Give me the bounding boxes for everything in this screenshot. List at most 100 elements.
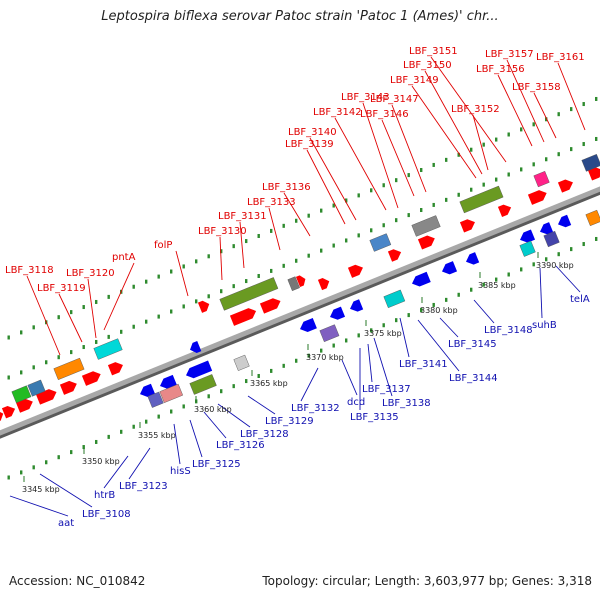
fwd-outer-tick xyxy=(495,137,498,142)
rev-tick xyxy=(157,414,160,419)
rev-tick xyxy=(482,282,485,287)
fwd-inner-tick xyxy=(470,187,473,192)
forward-leader-line xyxy=(424,70,483,175)
fwd-inner-tick xyxy=(370,228,373,233)
fwd-outer-tick xyxy=(432,162,435,167)
rev-tick xyxy=(445,297,448,302)
fwd-outer-tick xyxy=(470,147,473,152)
reverse-leader-line xyxy=(189,419,203,458)
forward-leader-line xyxy=(533,92,557,139)
rev-tick xyxy=(457,292,460,297)
forward-leader-line xyxy=(268,207,281,251)
reverse-leader-line xyxy=(341,359,358,396)
fwd-outer-tick xyxy=(457,152,460,157)
fwd-inner-tick xyxy=(595,136,598,141)
reverse-gene xyxy=(350,299,364,312)
forward-gene-label: LBF_3147 xyxy=(370,94,419,105)
forward-leader-line xyxy=(497,74,533,147)
reverse-gene xyxy=(412,271,431,287)
forward-gene xyxy=(0,410,4,423)
fwd-inner-tick xyxy=(7,375,10,380)
fwd-inner-tick xyxy=(282,263,285,268)
forward-leader-line xyxy=(506,59,545,143)
backbone xyxy=(0,186,600,436)
fwd-inner-tick xyxy=(582,142,585,147)
fwd-inner-tick xyxy=(257,273,260,278)
forward-gene xyxy=(229,308,257,326)
forward-feature xyxy=(93,338,123,360)
forward-gene xyxy=(497,204,512,218)
reverse-feature xyxy=(519,240,536,257)
rev-tick xyxy=(20,470,23,475)
reverse-gene-label: LBF_3128 xyxy=(240,429,289,440)
rev-tick xyxy=(370,328,373,333)
forward-gene-label: folP xyxy=(154,240,172,251)
rev-tick xyxy=(282,363,285,368)
fwd-inner-tick xyxy=(57,355,60,360)
fwd-outer-tick xyxy=(20,330,23,335)
reverse-feature xyxy=(159,383,184,403)
forward-gene xyxy=(459,219,475,233)
fwd-outer-tick xyxy=(507,132,510,137)
reverse-gene xyxy=(540,222,554,235)
forward-gene xyxy=(557,179,573,193)
reverse-leader-line xyxy=(128,447,151,480)
fwd-inner-tick xyxy=(270,268,273,273)
fwd-inner-tick xyxy=(70,350,73,355)
forward-leader-line xyxy=(309,137,357,221)
reverse-gene-label: htrB xyxy=(94,490,115,501)
fwd-outer-tick xyxy=(157,274,160,279)
fwd-outer-tick xyxy=(407,173,410,178)
fwd-inner-tick xyxy=(45,360,48,365)
rev-tick xyxy=(407,313,410,318)
fwd-outer-tick xyxy=(95,299,98,304)
forward-feature xyxy=(369,233,392,252)
rev-tick xyxy=(545,257,548,262)
scale-tick-label: 3385 kbp xyxy=(478,281,516,290)
fwd-inner-tick xyxy=(520,167,523,172)
forward-gene-label: LBF_3136 xyxy=(262,182,311,193)
forward-gene xyxy=(15,398,33,413)
rev-tick xyxy=(582,242,585,247)
reverse-feature xyxy=(319,324,340,343)
rev-tick xyxy=(170,409,173,414)
forward-gene-label: LBF_3157 xyxy=(485,49,534,60)
reverse-leader-line xyxy=(473,299,495,324)
fwd-inner-tick xyxy=(145,319,148,324)
fwd-inner-tick xyxy=(220,289,223,294)
reverse-feature xyxy=(543,230,560,248)
fwd-inner-tick xyxy=(182,304,185,309)
fwd-outer-tick xyxy=(345,198,348,203)
rev-tick xyxy=(532,262,535,267)
fwd-inner-tick xyxy=(445,197,448,202)
fwd-outer-tick xyxy=(132,284,135,289)
forward-gene-label: LBF_3140 xyxy=(288,127,337,138)
rev-tick xyxy=(257,373,260,378)
forward-gene-label: LBF_3150 xyxy=(403,60,452,71)
forward-leader-line xyxy=(58,293,83,343)
fwd-outer-tick xyxy=(570,107,573,112)
reverse-leader-line xyxy=(300,367,319,402)
reverse-feature xyxy=(147,391,164,408)
rev-tick xyxy=(45,460,48,465)
fwd-outer-tick xyxy=(7,335,10,340)
scale-ticks: 3345 kbp 3350 kbp 3355 kbp 3360 kbp 3365 kbp… xyxy=(22,252,574,494)
fwd-outer-tick xyxy=(520,127,523,132)
fwd-outer-tick xyxy=(170,269,173,274)
fwd-outer-tick xyxy=(420,168,423,173)
rev-tick xyxy=(395,318,398,323)
fwd-outer-tick xyxy=(445,157,448,162)
reverse-gene-label: LBF_3108 xyxy=(82,509,131,520)
reverse-gene-label: LBF_3123 xyxy=(119,481,168,492)
reverse-gene-label: LBF_3129 xyxy=(265,416,314,427)
reverse-feature xyxy=(383,289,406,309)
scale-tick-label: 3375 kbp xyxy=(364,329,402,338)
fwd-outer-tick xyxy=(395,178,398,183)
rev-tick xyxy=(220,389,223,394)
fwd-inner-tick xyxy=(545,157,548,162)
fwd-inner-tick xyxy=(332,243,335,248)
rev-tick xyxy=(7,475,10,480)
forward-gene-label: LBF_3143 xyxy=(341,92,390,103)
forward-inner-tick-row xyxy=(7,136,598,380)
fwd-inner-tick xyxy=(357,233,360,238)
